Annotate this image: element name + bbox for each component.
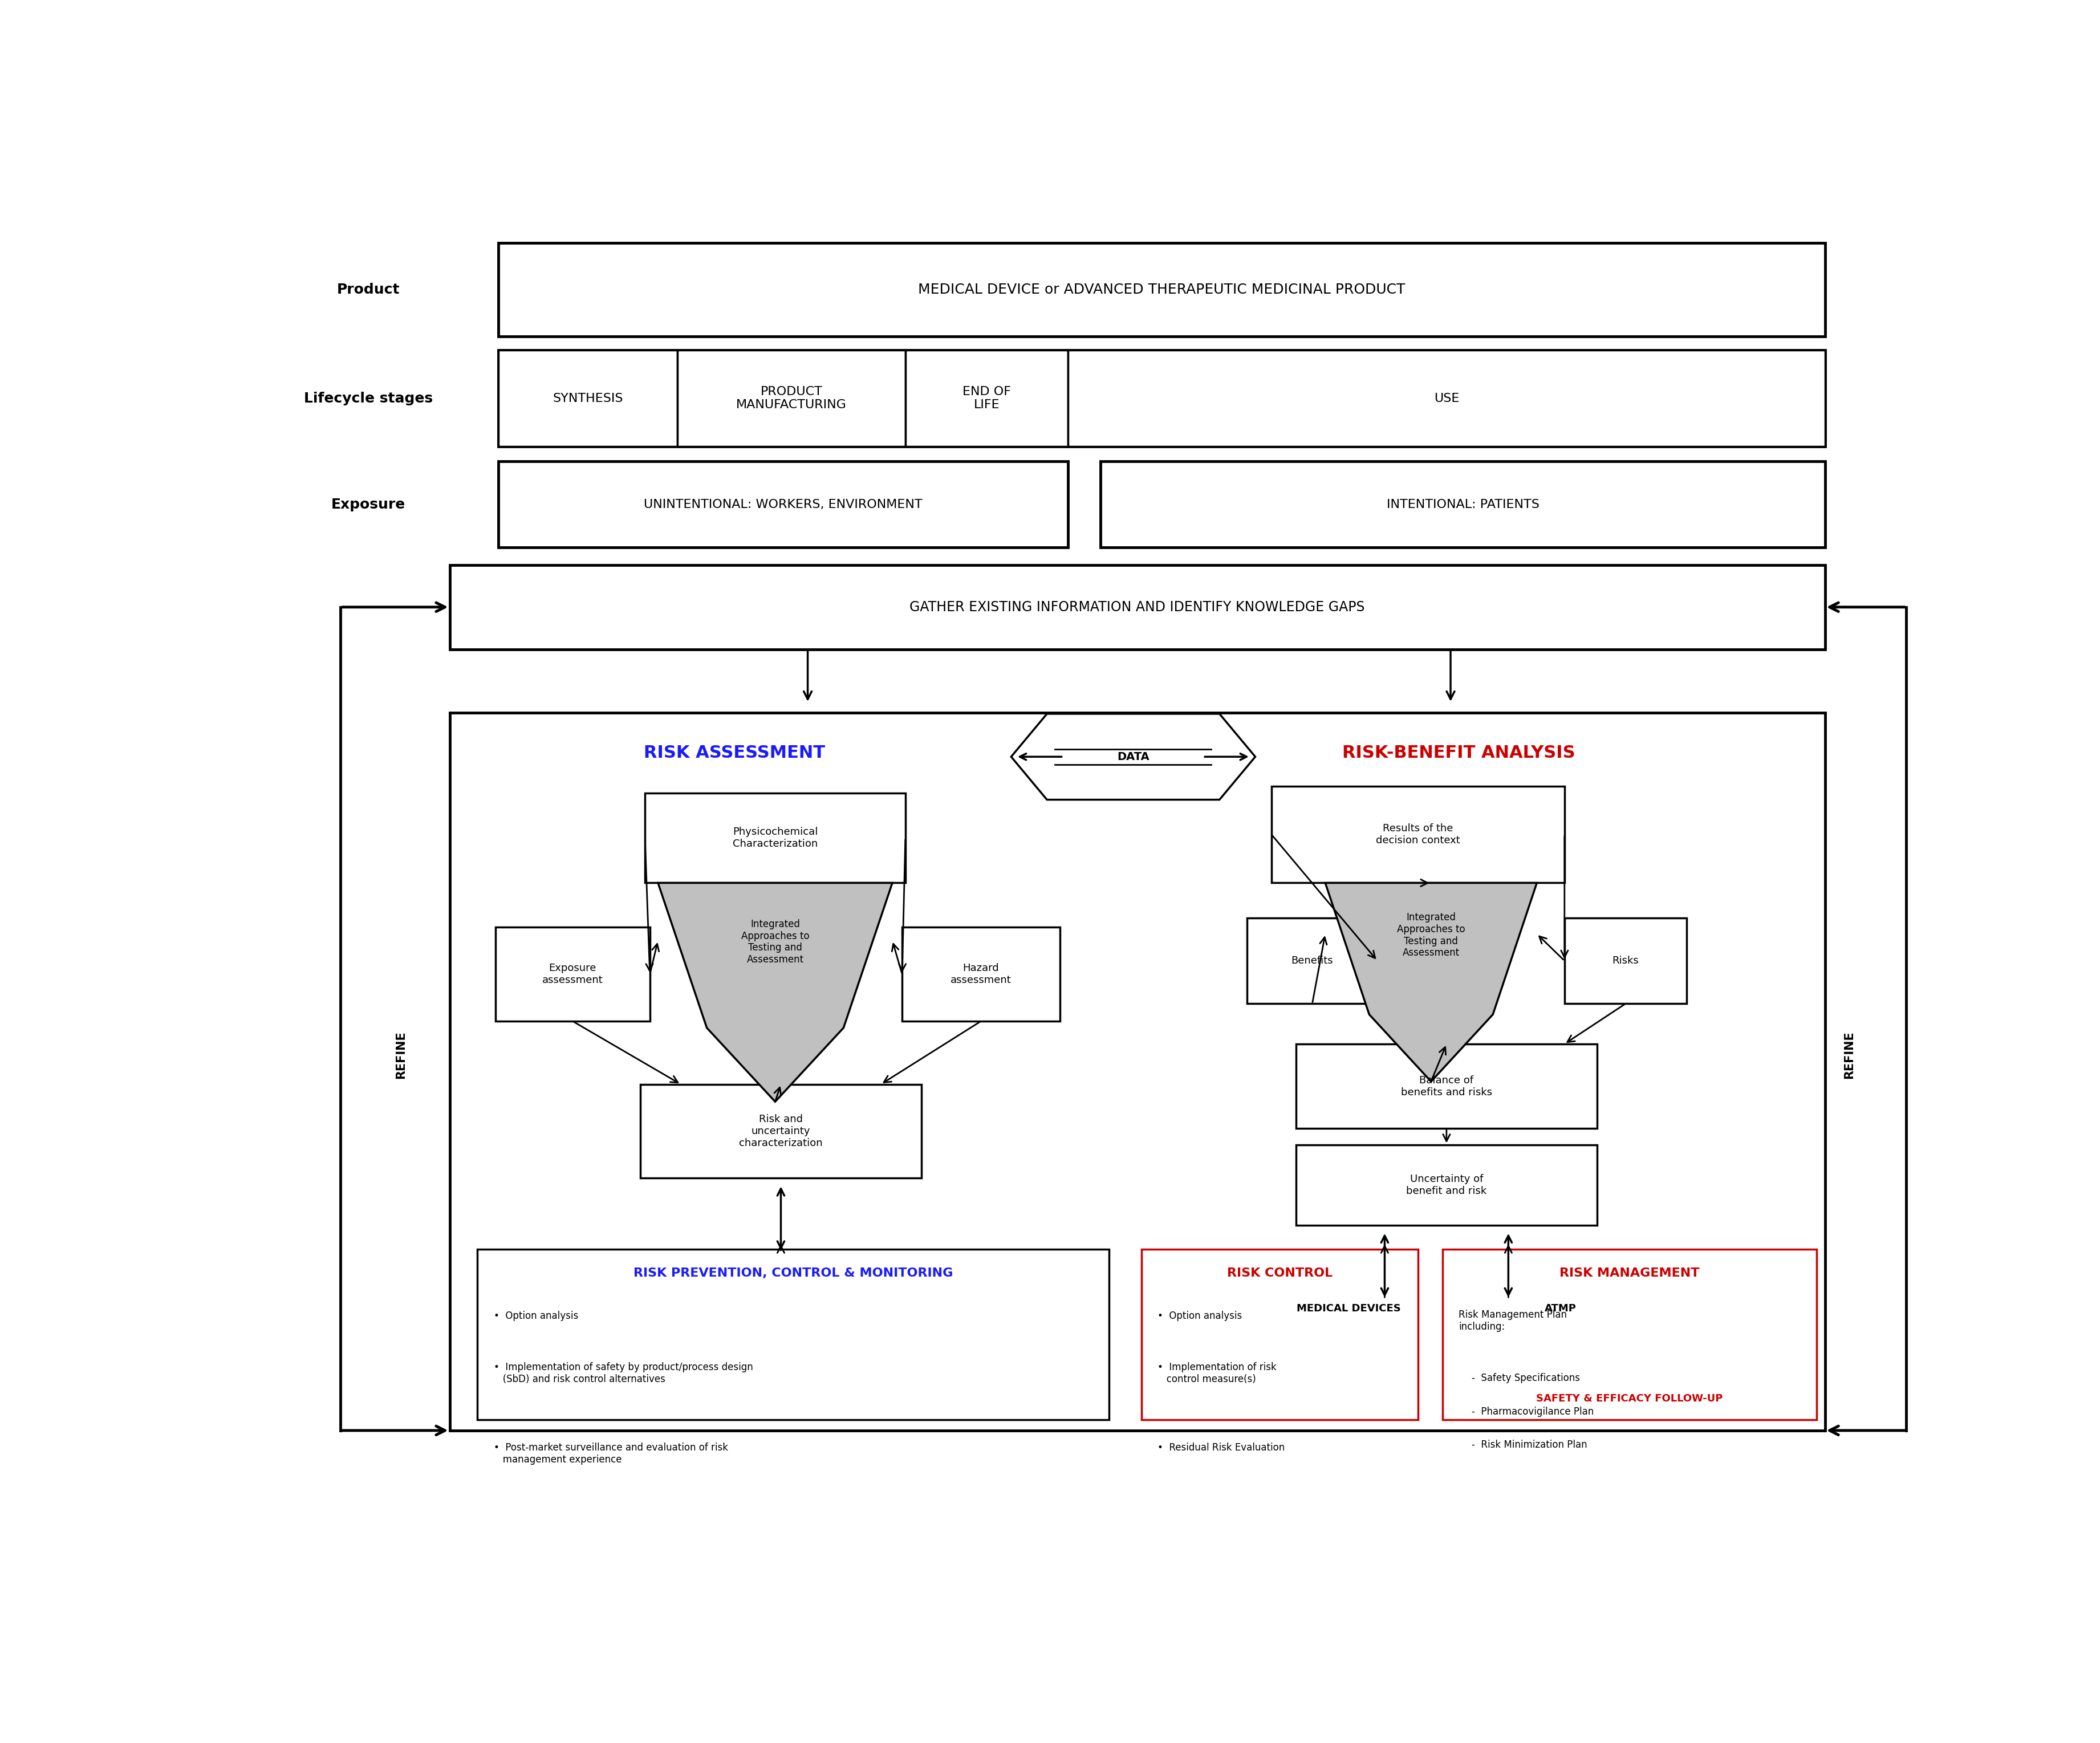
Polygon shape bbox=[1012, 715, 1256, 800]
Polygon shape bbox=[657, 884, 893, 1102]
Text: RISK ASSESSMENT: RISK ASSESSMENT bbox=[645, 744, 825, 762]
Text: Lifecycle stages: Lifecycle stages bbox=[304, 392, 433, 404]
Text: Integrated
Approaches to
Testing and
Assessment: Integrated Approaches to Testing and Ass… bbox=[741, 919, 808, 966]
Bar bbox=[1247, 919, 1378, 1004]
Text: -  Pharmacovigilance Plan: - Pharmacovigilance Plan bbox=[1472, 1407, 1594, 1417]
Bar bbox=[496, 927, 649, 1021]
Bar bbox=[1142, 1250, 1418, 1421]
Text: RISK MANAGEMENT: RISK MANAGEMENT bbox=[1560, 1267, 1699, 1279]
Bar bbox=[1296, 1145, 1596, 1225]
Text: Integrated
Approaches to
Testing and
Assessment: Integrated Approaches to Testing and Ass… bbox=[1397, 912, 1466, 959]
Text: Results of the
decision context: Results of the decision context bbox=[1376, 823, 1460, 845]
Text: RISK-BENEFIT ANALYSIS: RISK-BENEFIT ANALYSIS bbox=[1342, 744, 1575, 762]
Text: Exposure
assessment: Exposure assessment bbox=[542, 964, 603, 985]
Bar bbox=[1443, 1250, 1816, 1421]
Text: SYNTHESIS: SYNTHESIS bbox=[552, 392, 624, 404]
Text: Physicochemical
Characterization: Physicochemical Characterization bbox=[733, 826, 817, 849]
Text: REFINE: REFINE bbox=[1844, 1030, 1854, 1079]
Text: Uncertainty of
benefit and risk: Uncertainty of benefit and risk bbox=[1407, 1173, 1487, 1196]
Bar bbox=[1273, 786, 1565, 884]
Text: •  Implementation of safety by product/process design
   (SbD) and risk control : • Implementation of safety by product/pr… bbox=[494, 1361, 754, 1384]
Text: Risks: Risks bbox=[1613, 955, 1638, 966]
Text: MEDICAL DEVICE or ADVANCED THERAPEUTIC MEDICINAL PRODUCT: MEDICAL DEVICE or ADVANCED THERAPEUTIC M… bbox=[918, 282, 1405, 296]
Text: Benefits: Benefits bbox=[1292, 955, 1334, 966]
Text: END OF
LIFE: END OF LIFE bbox=[962, 387, 1010, 411]
Bar bbox=[449, 565, 1825, 650]
Text: MEDICAL DEVICES: MEDICAL DEVICES bbox=[1298, 1304, 1401, 1314]
Bar bbox=[645, 793, 905, 884]
Text: •  Implementation of risk
   control measure(s): • Implementation of risk control measure… bbox=[1157, 1361, 1277, 1384]
Text: Risk and
uncertainty
characterization: Risk and uncertainty characterization bbox=[739, 1114, 823, 1149]
Text: Product: Product bbox=[336, 282, 399, 296]
Text: RISK PREVENTION, CONTROL & MONITORING: RISK PREVENTION, CONTROL & MONITORING bbox=[634, 1267, 953, 1279]
Bar bbox=[449, 713, 1825, 1431]
Bar bbox=[498, 350, 678, 446]
Text: GATHER EXISTING INFORMATION AND IDENTIFY KNOWLEDGE GAPS: GATHER EXISTING INFORMATION AND IDENTIFY… bbox=[909, 600, 1365, 614]
Bar bbox=[477, 1250, 1109, 1421]
Text: REFINE: REFINE bbox=[395, 1030, 407, 1079]
Text: -  Safety Specifications: - Safety Specifications bbox=[1472, 1373, 1579, 1382]
Text: •  Option analysis: • Option analysis bbox=[494, 1311, 578, 1321]
Text: •  Post-market surveillance and evaluation of risk
   management experience: • Post-market surveillance and evaluatio… bbox=[494, 1443, 729, 1464]
Text: SAFETY & EFFICACY FOLLOW-UP: SAFETY & EFFICACY FOLLOW-UP bbox=[1537, 1393, 1722, 1403]
Bar bbox=[498, 350, 1825, 446]
Bar bbox=[641, 1084, 922, 1178]
Text: DATA: DATA bbox=[1117, 751, 1149, 762]
Bar bbox=[1565, 919, 1686, 1004]
Bar bbox=[1069, 350, 1825, 446]
Text: ATMP: ATMP bbox=[1544, 1304, 1577, 1314]
Text: •  Residual Risk Evaluation: • Residual Risk Evaluation bbox=[1157, 1443, 1285, 1454]
Text: Balance of
benefits and risks: Balance of benefits and risks bbox=[1401, 1075, 1493, 1098]
Bar bbox=[905, 350, 1069, 446]
Text: UNINTENTIONAL: WORKERS, ENVIRONMENT: UNINTENTIONAL: WORKERS, ENVIRONMENT bbox=[645, 498, 922, 511]
Text: RISK CONTROL: RISK CONTROL bbox=[1226, 1267, 1334, 1279]
Bar bbox=[498, 242, 1825, 336]
Text: Risk Management Plan
including:: Risk Management Plan including: bbox=[1460, 1309, 1567, 1332]
Text: Hazard
assessment: Hazard assessment bbox=[951, 964, 1012, 985]
Bar bbox=[1100, 462, 1825, 547]
Text: INTENTIONAL: PATIENTS: INTENTIONAL: PATIENTS bbox=[1386, 498, 1539, 511]
Bar bbox=[498, 462, 1069, 547]
Text: •  Option analysis: • Option analysis bbox=[1157, 1311, 1243, 1321]
Bar bbox=[1296, 1044, 1596, 1128]
Text: USE: USE bbox=[1434, 392, 1459, 404]
Bar bbox=[903, 927, 1060, 1021]
Text: -  Risk Minimization Plan: - Risk Minimization Plan bbox=[1472, 1440, 1588, 1450]
Text: PRODUCT
MANUFACTURING: PRODUCT MANUFACTURING bbox=[737, 387, 846, 411]
Polygon shape bbox=[1325, 884, 1537, 1081]
Text: Exposure: Exposure bbox=[332, 497, 405, 511]
Bar bbox=[678, 350, 905, 446]
